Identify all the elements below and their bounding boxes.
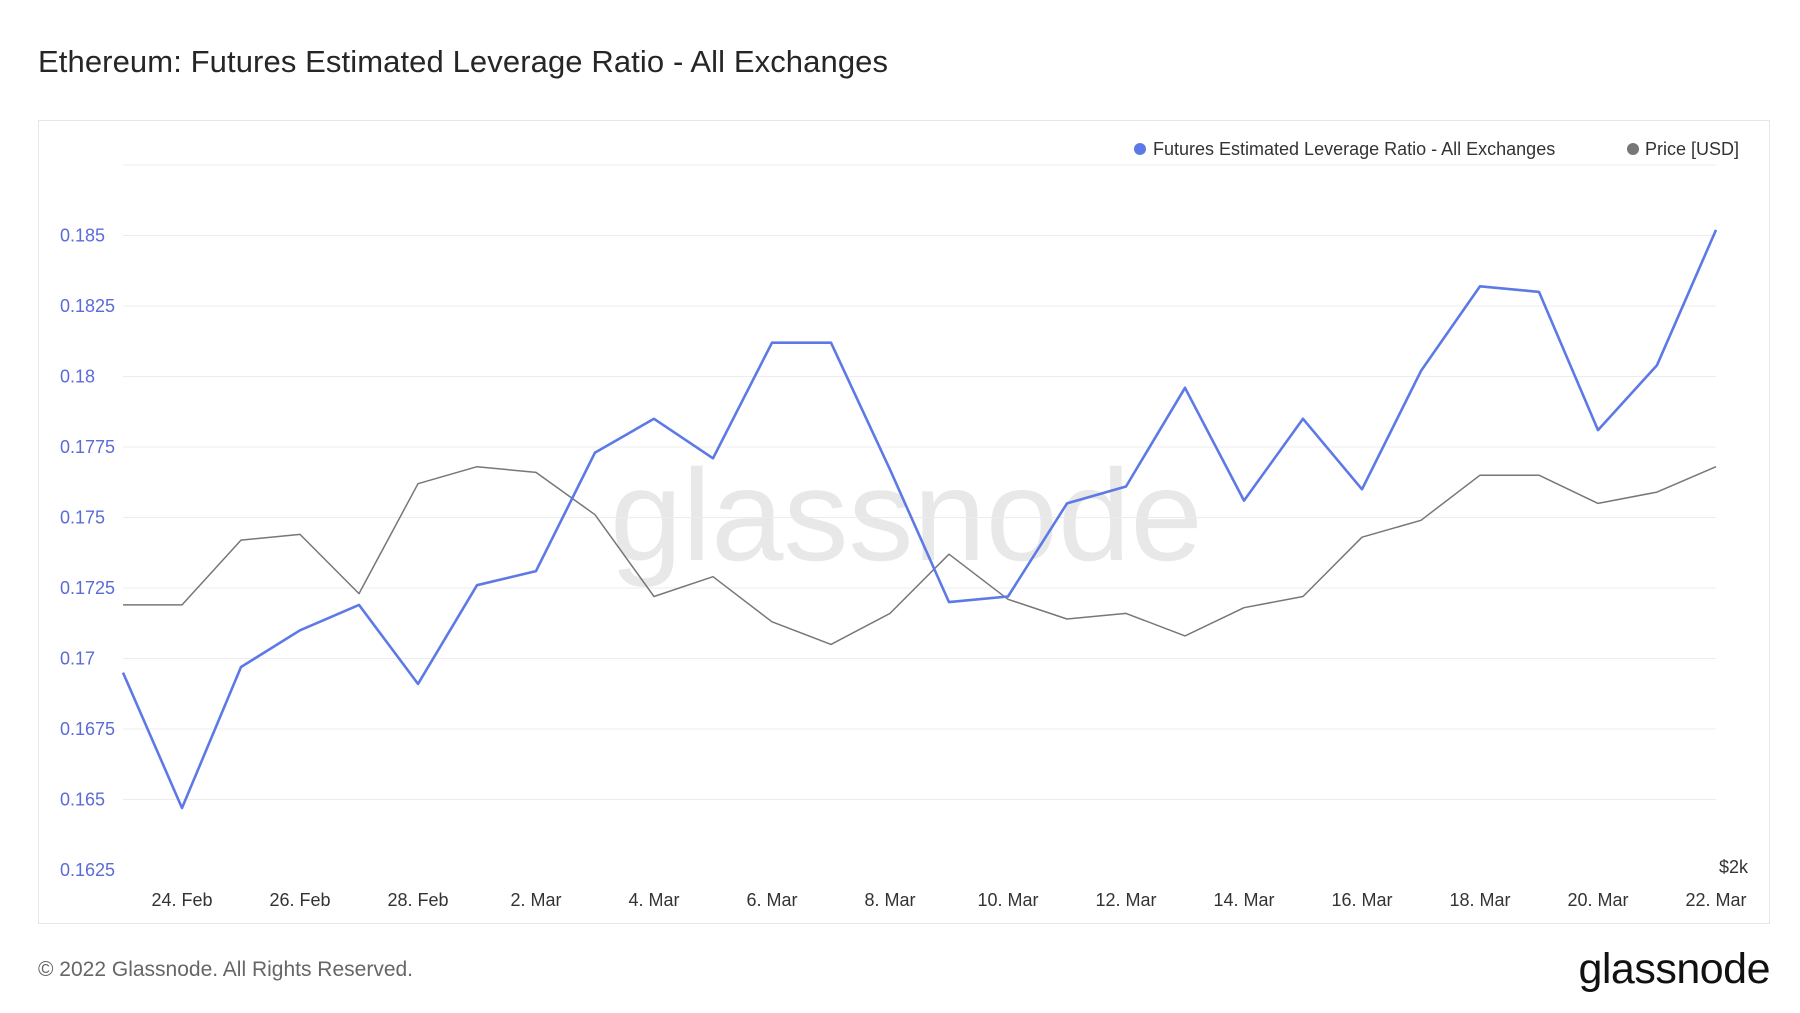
legend-leverage-label: Futures Estimated Leverage Ratio - All E…: [1153, 139, 1555, 159]
chart-frame: [38, 120, 1770, 924]
x-tick-label: 18. Mar: [1449, 890, 1510, 910]
legend-price-label: Price [USD]: [1645, 139, 1739, 159]
x-tick-label: 28. Feb: [387, 890, 448, 910]
y-tick-label: 0.165: [60, 790, 105, 810]
y-tick-label: 0.18: [60, 367, 95, 387]
y-tick-label: 0.175: [60, 508, 105, 528]
watermark: glassnode: [610, 442, 1203, 588]
y-tick-label: 0.1725: [60, 578, 115, 598]
y-tick-label: 0.1775: [60, 437, 115, 457]
copyright-text: © 2022 Glassnode. All Rights Reserved.: [38, 958, 414, 981]
y-tick-label: 0.17: [60, 649, 95, 669]
x-tick-label: 8. Mar: [864, 890, 915, 910]
x-tick-label: 24. Feb: [151, 890, 212, 910]
x-tick-label: 14. Mar: [1213, 890, 1274, 910]
right-axis-label: $2k: [1719, 857, 1749, 877]
x-tick-label: 12. Mar: [1095, 890, 1156, 910]
page-title: Ethereum: Futures Estimated Leverage Rat…: [38, 44, 889, 79]
x-tick-label: 20. Mar: [1567, 890, 1628, 910]
x-tick-label: 4. Mar: [628, 890, 679, 910]
leverage-ratio-line: [121, 229, 1718, 810]
x-tick-label: 22. Mar: [1685, 890, 1746, 910]
x-tick-label: 2. Mar: [510, 890, 561, 910]
price-line: [123, 465, 1717, 646]
y-tick-label: 0.1625: [60, 860, 115, 880]
x-tick-label: 26. Feb: [269, 890, 330, 910]
y-tick-label: 0.1825: [60, 296, 115, 316]
legend-leverage-dot-icon: [1134, 143, 1146, 155]
y-tick-label: 0.1675: [60, 719, 115, 739]
legend-price-dot-icon: [1627, 143, 1639, 155]
glassnode-logo: glassnode: [1578, 945, 1770, 993]
x-tick-label: 6. Mar: [746, 890, 797, 910]
x-tick-label: 10. Mar: [977, 890, 1038, 910]
x-tick-label: 16. Mar: [1331, 890, 1392, 910]
y-tick-label: 0.185: [60, 226, 105, 246]
